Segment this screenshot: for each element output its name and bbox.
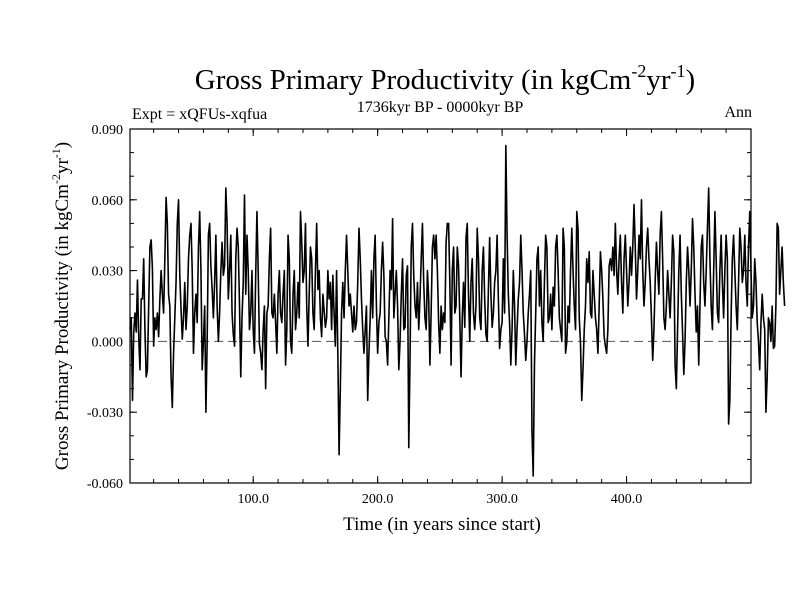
- title-sup2: -1: [671, 61, 686, 81]
- ylabel-sup2: -1: [49, 148, 63, 158]
- experiment-label: Expt = xQFUs-xqfua: [132, 106, 267, 123]
- y-tick-label: 0.000: [92, 335, 124, 350]
- y-tick-label: 0.030: [92, 265, 124, 280]
- y-tick-label: 0.090: [92, 123, 124, 138]
- title-mid: yr: [646, 64, 671, 96]
- x-axis-title: Time (in years since start): [343, 514, 541, 535]
- ylabel-mid: yr: [52, 158, 73, 175]
- y-tick-label: -0.060: [87, 477, 123, 492]
- ylabel-sup1: -2: [49, 174, 63, 184]
- x-tick-label: 100.0: [237, 492, 269, 507]
- season-label: Ann: [724, 104, 752, 121]
- x-axis-label: Time (in years since start): [343, 514, 541, 535]
- time-range-label: 1736kyr BP - 0000kyr BP: [357, 99, 524, 116]
- ylabel-close: ): [52, 142, 73, 148]
- data-series: [129, 144, 786, 477]
- y-tick-label: -0.030: [87, 406, 123, 421]
- y-tick-label: 0.060: [92, 194, 124, 209]
- x-tick-label: 400.0: [611, 492, 643, 507]
- svg-text:Gross Primary Productivity (in: Gross Primary Productivity (in kgCm-2yr-…: [195, 61, 695, 96]
- y-axis-label: Gross Primary Productivity (in kgCm-2yr-…: [49, 142, 73, 470]
- x-tick-label: 300.0: [486, 492, 518, 507]
- series-line: [129, 144, 786, 477]
- title-main: Gross Primary Productivity (in kgCm: [195, 64, 632, 96]
- x-tick-label: 200.0: [362, 492, 394, 507]
- title-sup1: -2: [631, 61, 646, 81]
- chart-title: Gross Primary Productivity (in kgCm-2yr-…: [195, 61, 695, 96]
- svg-text:Gross Primary Productivity (in: Gross Primary Productivity (in kgCm-2yr-…: [49, 142, 73, 470]
- plot-frame: [129, 128, 752, 484]
- title-close: ): [686, 64, 696, 96]
- ylabel-main: Gross Primary Productivity (in kgCm: [52, 184, 73, 470]
